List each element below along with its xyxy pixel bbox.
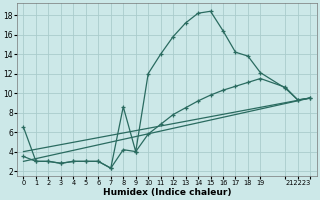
X-axis label: Humidex (Indice chaleur): Humidex (Indice chaleur) xyxy=(103,188,231,197)
